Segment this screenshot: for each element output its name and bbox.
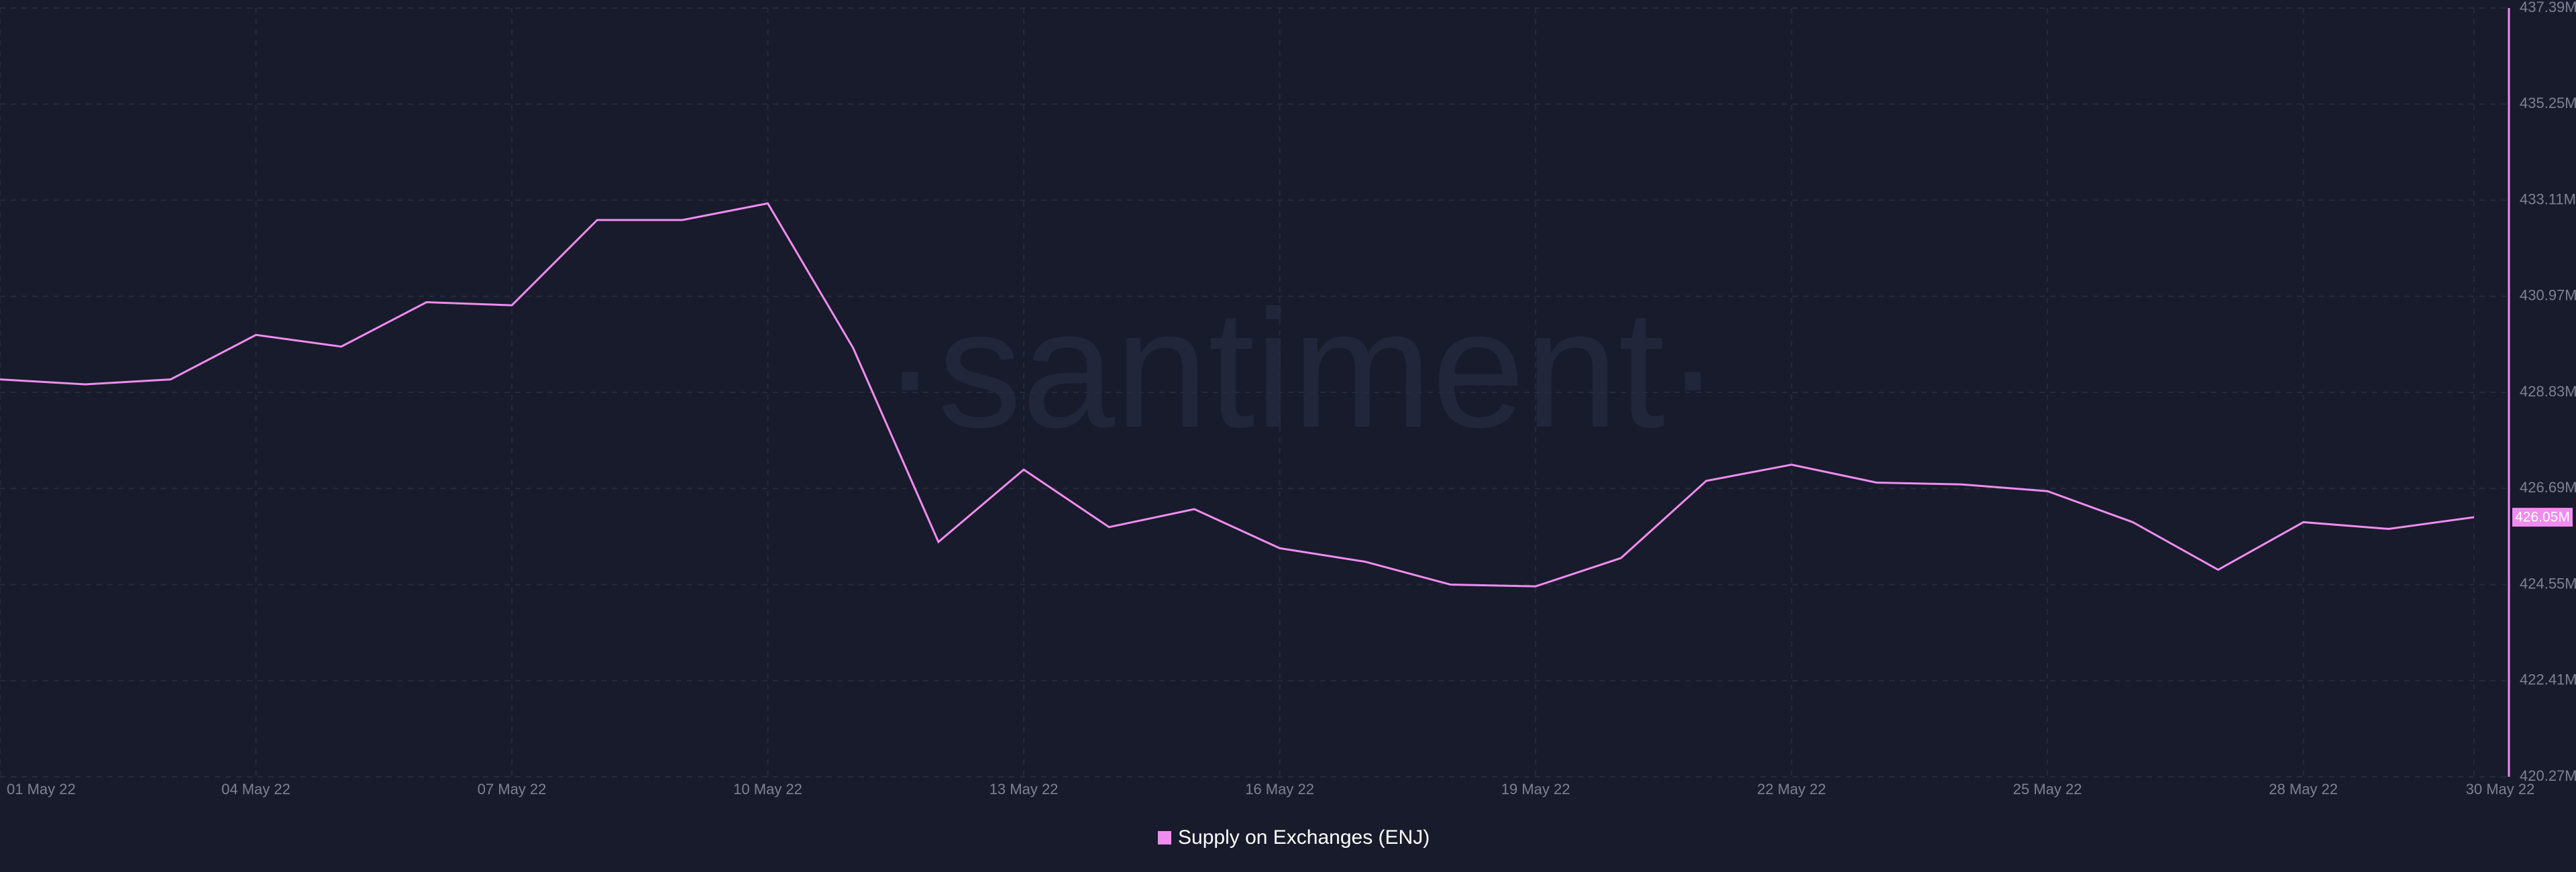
value-label: 426.05M — [2515, 510, 2570, 525]
y-tick-label: 430.97M — [2520, 287, 2576, 304]
y-tick-label: 435.25M — [2520, 95, 2576, 111]
x-tick-label: 04 May 22 — [221, 781, 290, 798]
x-tick-label: 22 May 22 — [1757, 781, 1826, 798]
x-tick-label: 07 May 22 — [478, 781, 547, 798]
x-tick-label: 25 May 22 — [2013, 781, 2082, 798]
y-tick-label: 428.83M — [2520, 383, 2576, 400]
x-tick-label: 01 May 22 — [7, 781, 76, 798]
y-tick-label: 420.27M — [2520, 767, 2576, 784]
x-tick-label: 13 May 22 — [989, 781, 1059, 798]
y-tick-label: 424.55M — [2520, 575, 2576, 592]
x-tick-label: 30 May 22 — [2466, 781, 2535, 798]
x-tick-label: 28 May 22 — [2269, 781, 2338, 798]
watermark: ·santiment· — [882, 275, 1721, 462]
data-line — [0, 202, 2475, 588]
y-tick-label: 422.41M — [2520, 671, 2576, 688]
x-tick-label: 10 May 22 — [733, 781, 802, 798]
value-badge — [2512, 508, 2573, 527]
x-tick-label: 19 May 22 — [1501, 781, 1570, 798]
y-tick-label: 437.39M — [2520, 0, 2576, 15]
legend-swatch — [1158, 831, 1171, 844]
legend-label: Supply on Exchanges (ENJ) — [1178, 826, 1430, 849]
y-tick-label: 426.69M — [2520, 479, 2576, 496]
x-tick-label: 16 May 22 — [1245, 781, 1314, 798]
y-tick-label: 433.11M — [2520, 190, 2576, 207]
